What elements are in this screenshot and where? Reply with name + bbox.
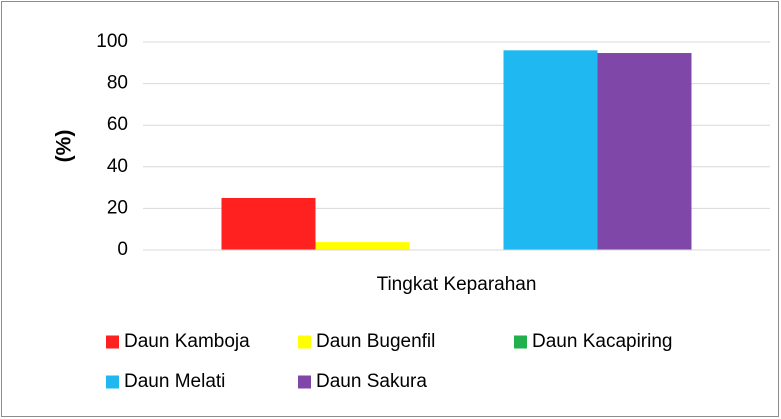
legend-label: Daun Bugenfil: [316, 331, 435, 352]
bar: [503, 50, 598, 250]
y-tick-label: 80: [107, 73, 128, 94]
y-tick-label: 0: [117, 239, 128, 260]
legend-label: Daun Kacapiring: [532, 331, 672, 352]
legend-swatch: [106, 375, 119, 389]
bar: [315, 242, 410, 250]
legend-swatch: [298, 335, 311, 349]
legend-label: Daun Sakura: [316, 371, 427, 392]
x-tick-label: Tingkat Keparahan: [377, 274, 537, 295]
bar: [221, 198, 316, 250]
legend-label: Daun Melati: [124, 371, 225, 392]
legend-label: Daun Kamboja: [124, 331, 250, 352]
legend-swatch: [514, 335, 527, 349]
y-axis-label: (%): [53, 130, 76, 163]
bar: [597, 53, 692, 250]
y-tick-label: 100: [96, 31, 128, 52]
y-tick-label: 60: [107, 114, 128, 135]
y-tick-label: 40: [107, 156, 128, 177]
legend-swatch: [298, 375, 311, 389]
y-tick-label: 20: [107, 197, 128, 218]
legend-swatch: [106, 335, 119, 349]
